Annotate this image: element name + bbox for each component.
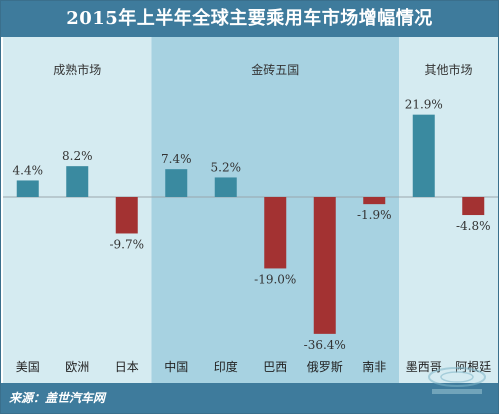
chart-title: 2015年上半年全球主要乘用车市场增幅情况 [1, 1, 498, 37]
value-label: 8.2% [62, 149, 93, 163]
bar-俄罗斯 [313, 197, 336, 334]
value-label: 7.4% [161, 152, 192, 166]
value-label: -4.8% [456, 219, 491, 233]
group-label: 其他市场 [424, 62, 472, 77]
value-label: -9.7% [109, 237, 144, 251]
category-label: 美国 [16, 360, 40, 374]
watermark-logo-icon [428, 367, 486, 394]
bar-欧洲 [66, 166, 89, 197]
category-label: 俄罗斯 [307, 360, 343, 374]
category-label: 墨西哥 [406, 360, 442, 374]
category-label: 欧洲 [65, 360, 89, 374]
bar-日本 [115, 197, 138, 234]
value-label: -36.4% [304, 338, 346, 352]
source-credit: 来源：盖世汽车网 [1, 383, 498, 413]
bar-南非 [363, 197, 386, 205]
group-label: 金砖五国 [251, 62, 299, 77]
value-label: 4.4% [13, 163, 44, 177]
value-label: -1.9% [357, 208, 392, 222]
value-label: -19.0% [254, 272, 296, 286]
bar-墨西哥 [412, 114, 435, 197]
category-label: 南非 [362, 359, 386, 374]
bar-阿根廷 [462, 197, 485, 216]
category-label: 中国 [164, 359, 188, 374]
bar-巴西 [264, 197, 287, 269]
value-label: 21.9% [405, 98, 443, 112]
category-label: 日本 [115, 360, 139, 374]
category-label: 巴西 [263, 360, 287, 374]
bar-中国 [165, 169, 188, 197]
value-label: 5.2% [211, 160, 242, 174]
bar-印度 [214, 177, 237, 197]
group-label: 成熟市场 [53, 62, 101, 77]
category-label: 印度 [214, 359, 238, 374]
category-label: 阿根廷 [455, 360, 491, 374]
bar-美国 [16, 180, 39, 197]
